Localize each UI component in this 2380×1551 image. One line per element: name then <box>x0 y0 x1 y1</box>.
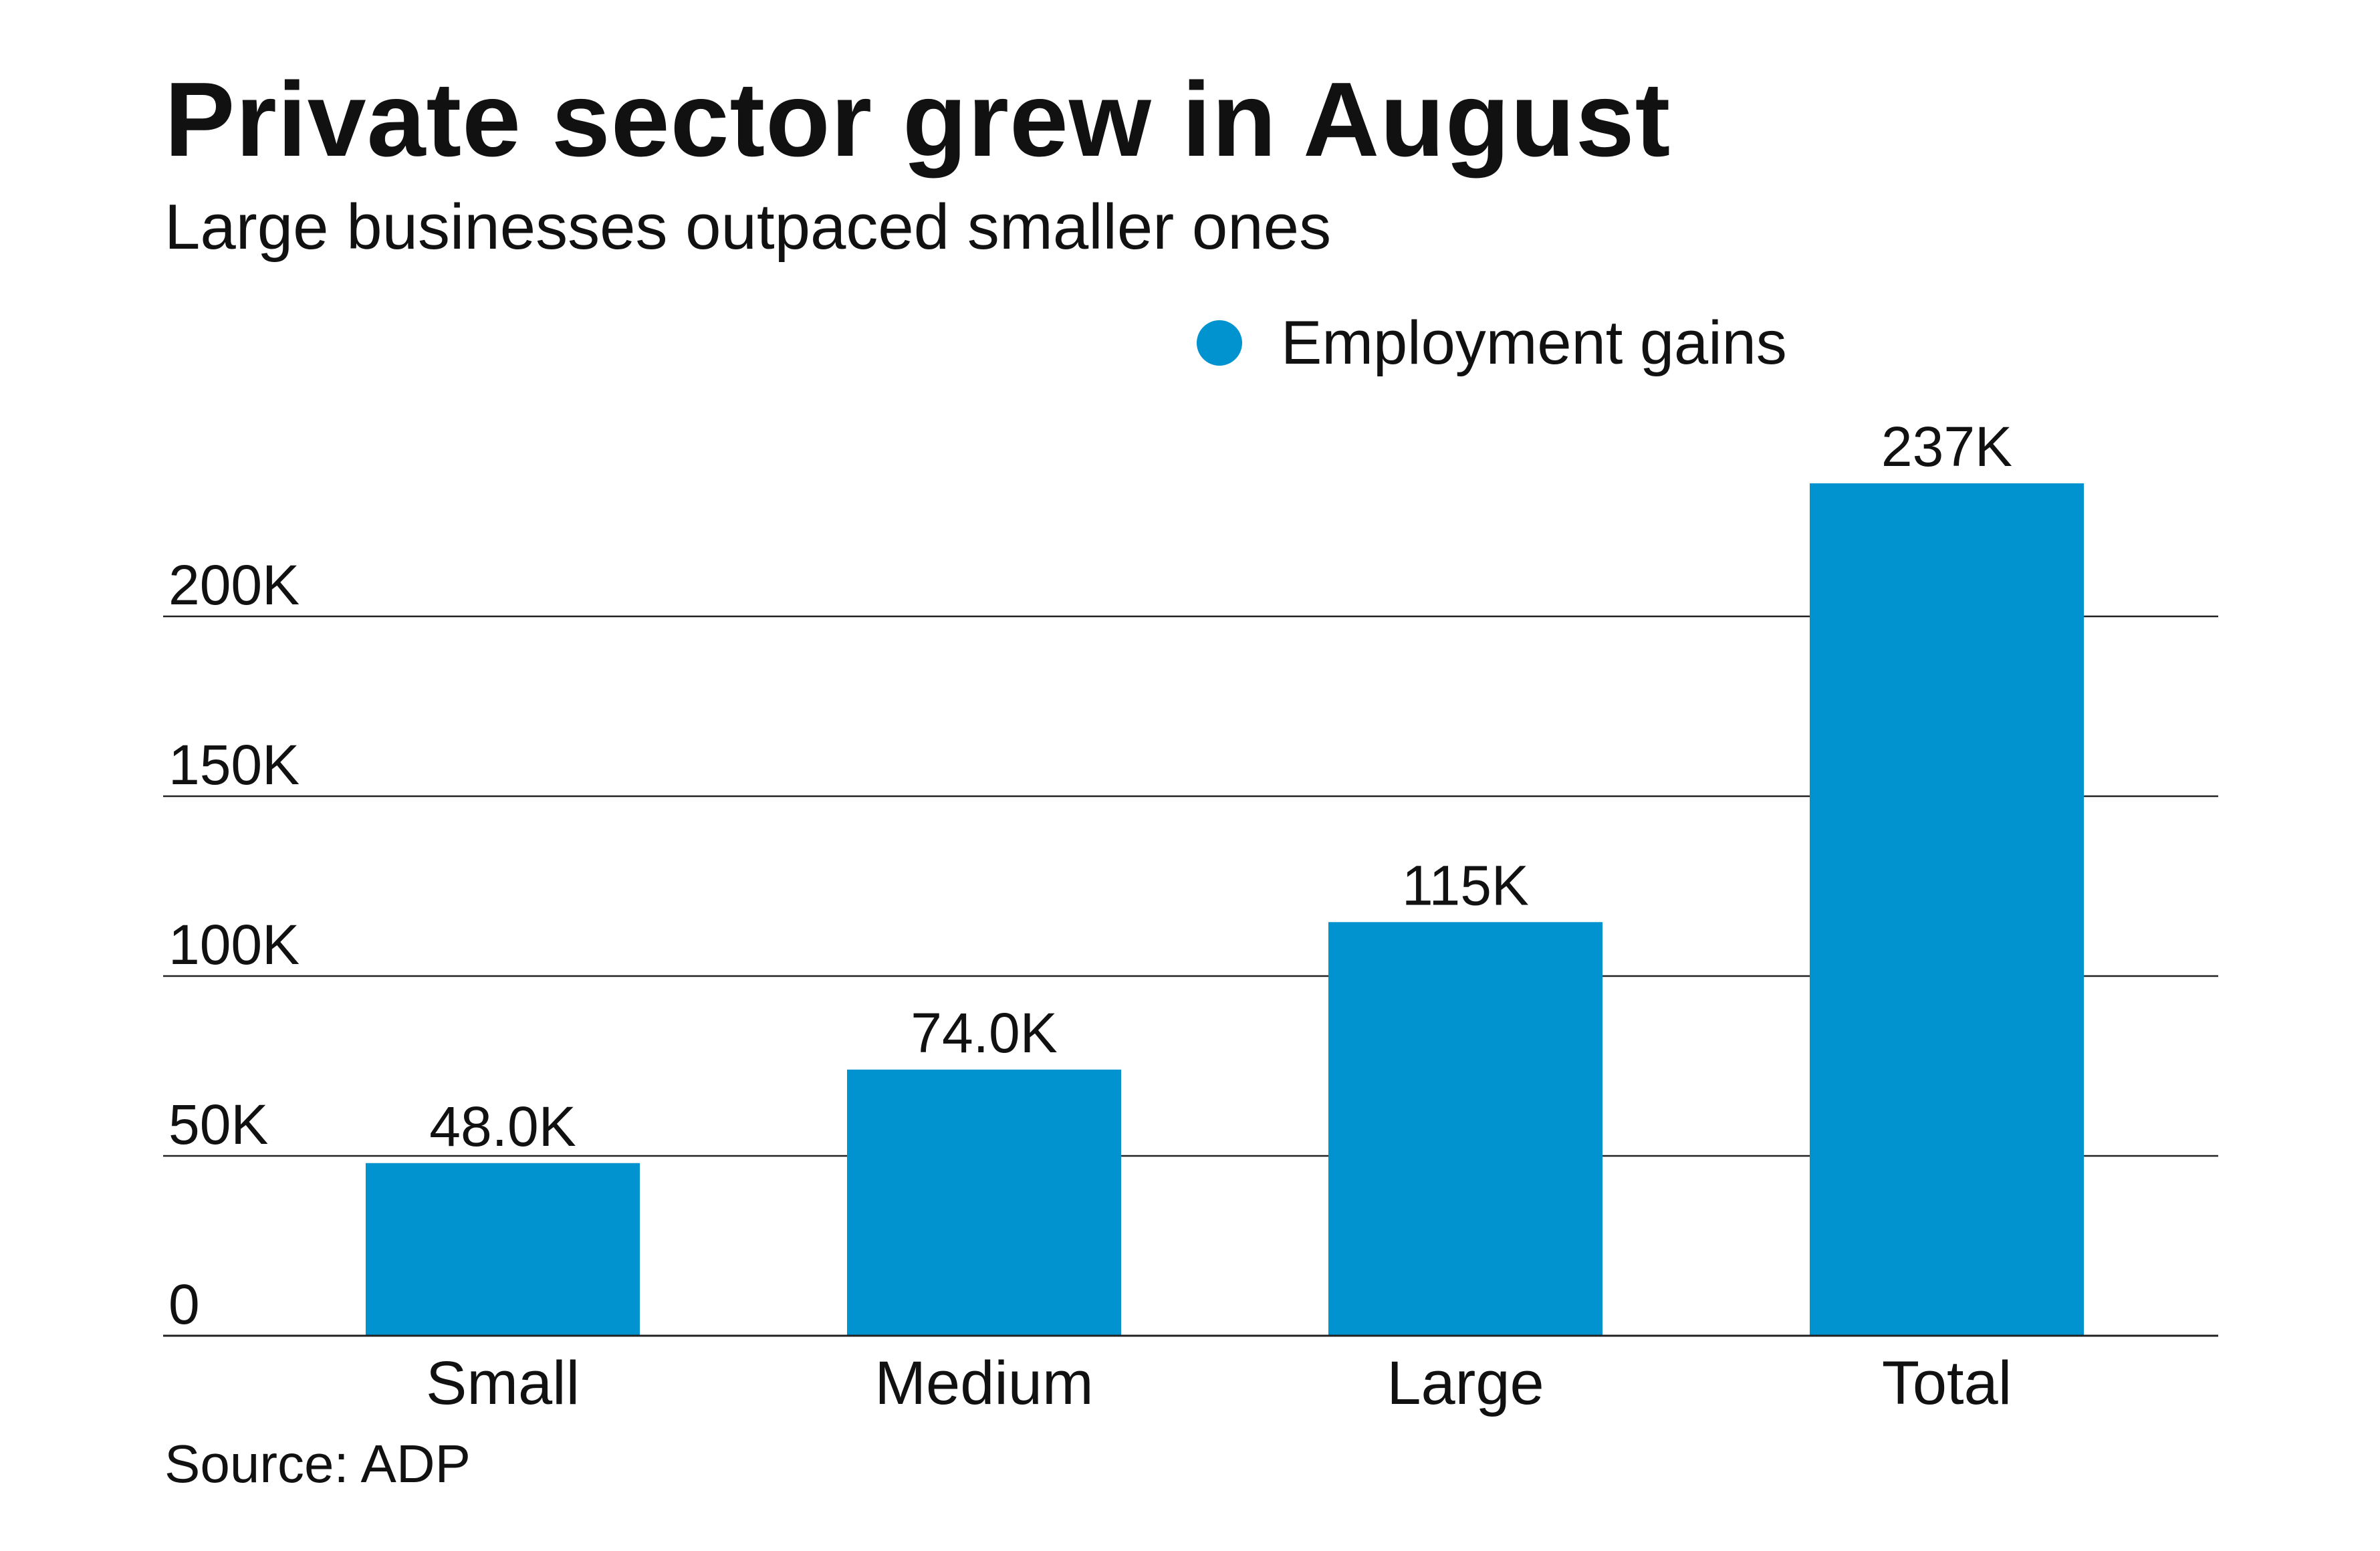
data-label: 237K <box>1881 415 2012 478</box>
chart-title: Private sector grew in August <box>164 61 1671 178</box>
data-label: 74.0K <box>911 1001 1058 1064</box>
legend-swatch <box>1197 320 1242 366</box>
x-tick-label: Total <box>1882 1349 2012 1417</box>
source-note: Source: ADP <box>164 1434 471 1494</box>
chart-subtitle: Large businesses outpaced smaller ones <box>164 191 1332 263</box>
y-tick-label: 50K <box>168 1093 268 1156</box>
bar-large <box>1328 922 1602 1336</box>
data-label: 115K <box>1402 854 1529 917</box>
legend-label: Employment gains <box>1281 309 1787 377</box>
data-label: 48.0K <box>429 1095 576 1158</box>
x-tick-label: Large <box>1387 1349 1544 1417</box>
bar-total <box>1810 483 2084 1336</box>
bar-medium <box>847 1069 1121 1336</box>
y-tick-label: 100K <box>168 913 300 976</box>
x-tick-label: Medium <box>874 1349 1093 1417</box>
x-tick-label: Small <box>426 1349 580 1417</box>
y-tick-label: 150K <box>168 733 300 796</box>
legend: Employment gains <box>1197 306 1787 380</box>
y-tick-label: 200K <box>168 554 300 616</box>
bar-small <box>366 1163 640 1336</box>
y-tick-label: 0 <box>168 1273 200 1336</box>
